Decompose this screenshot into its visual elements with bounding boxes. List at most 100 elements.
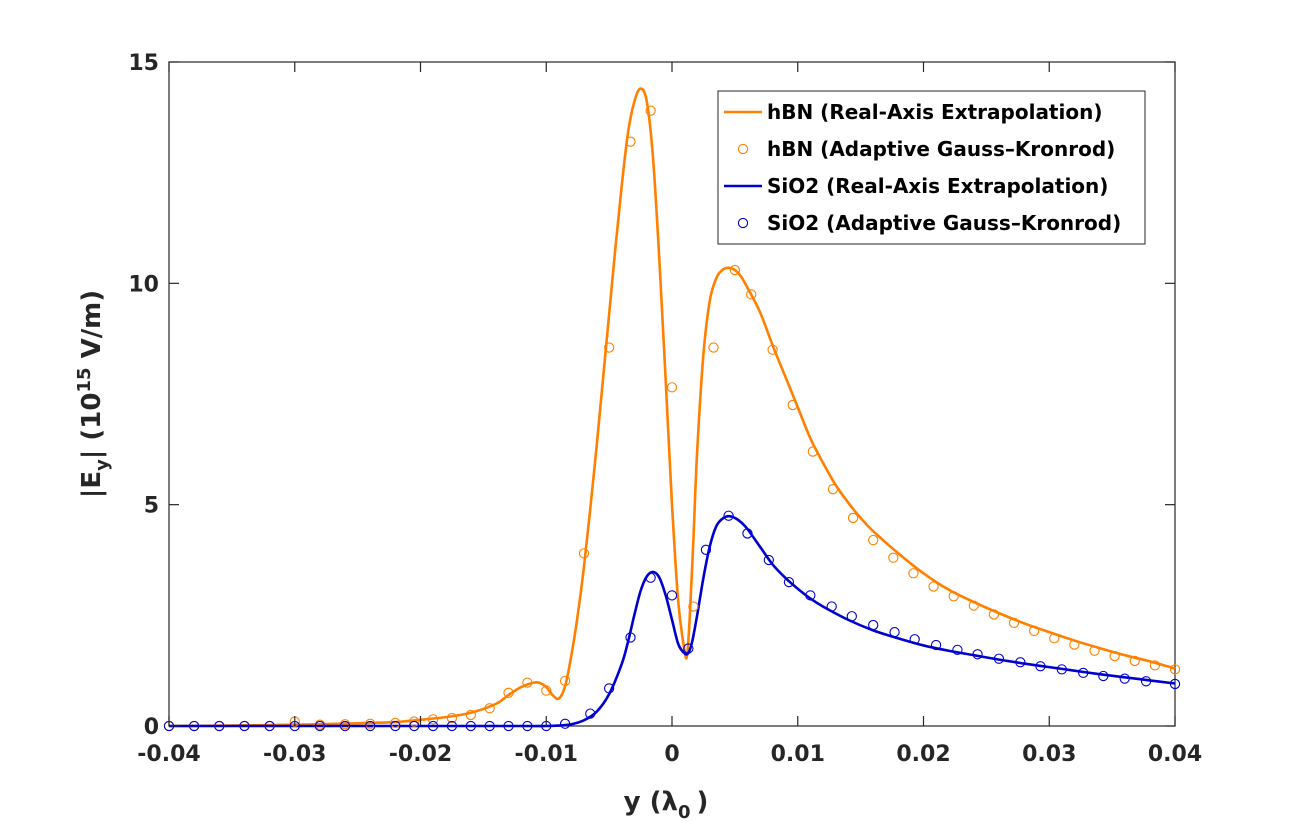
data-point: [625, 632, 636, 643]
x-tick-label: -0.02: [389, 742, 452, 767]
data-point: [868, 534, 879, 546]
data-point: [909, 634, 920, 645]
y-axis-title: |Ey| (1015 V/m): [74, 290, 113, 498]
data-point: [763, 554, 774, 566]
data-point: [1169, 678, 1181, 690]
data-point: [446, 712, 458, 724]
data-point: [666, 590, 678, 601]
data-point: [805, 590, 816, 601]
data-point: [746, 289, 757, 300]
x-tick-label: 0.04: [1148, 742, 1202, 767]
data-point: [390, 717, 401, 729]
x-tick-label: -0.04: [137, 742, 200, 767]
data-point: [522, 677, 533, 688]
data-point: [683, 643, 694, 654]
data-point: [1089, 645, 1100, 656]
data-point: [952, 644, 963, 656]
data-point: [409, 720, 420, 732]
data-point: [503, 720, 514, 732]
y-tick-label: 5: [144, 494, 159, 519]
data-point: [889, 627, 900, 638]
x-axis-title-end: ): [696, 787, 708, 817]
series-layer: [163, 87, 1181, 732]
data-point: [723, 510, 734, 521]
data-point: [783, 576, 795, 588]
data-point: [585, 708, 596, 719]
data-point: [868, 619, 879, 631]
data-point: [264, 720, 275, 732]
data-point: [1069, 639, 1080, 650]
y-axis-title-post: V/m): [77, 290, 107, 368]
x-tick-label: -0.03: [263, 742, 326, 767]
data-point: [928, 581, 939, 592]
data-point: [993, 653, 1005, 664]
data-point: [578, 548, 590, 559]
data-point: [603, 342, 615, 353]
data-point: [1169, 664, 1181, 675]
legend-label: SiO2 (Real-Axis Extrapolation): [767, 174, 1108, 198]
data-point: [1140, 676, 1152, 687]
legend-label: hBN (Adaptive Gauss–Kronrod): [767, 137, 1115, 161]
data-point: [787, 399, 798, 411]
data-point: [1035, 661, 1046, 672]
data-point: [742, 528, 753, 539]
y-tick-label: 0: [144, 715, 159, 740]
data-point: [972, 649, 983, 660]
data-point: [807, 446, 818, 457]
data-point: [390, 720, 401, 732]
x-tick-label: 0.01: [771, 742, 825, 767]
x-axis-title-main: y (λ: [624, 787, 678, 817]
data-point: [767, 344, 778, 355]
legend-item: hBN (Adaptive Gauss–Kronrod): [737, 137, 1115, 161]
legend-items: hBN (Real-Axis Extrapolation) hBN (Adapti…: [724, 100, 1121, 235]
data-point: [239, 720, 250, 732]
data-point: [826, 601, 837, 612]
legend-item: SiO2 (Adaptive Gauss–Kronrod): [737, 211, 1121, 235]
data-point: [645, 572, 656, 583]
x-tick-label: 0: [664, 742, 679, 767]
data-point: [1129, 655, 1140, 667]
legend-label: hBN (Real-Axis Extrapolation): [767, 100, 1102, 124]
data-point: [1029, 625, 1040, 636]
data-point: [1015, 657, 1026, 668]
data-point: [968, 600, 979, 611]
data-point: [847, 512, 859, 524]
data-point: [541, 685, 552, 696]
legend: hBN (Real-Axis Extrapolation) hBN (Adapti…: [717, 90, 1146, 245]
data-point: [1098, 670, 1109, 682]
data-point: [1008, 617, 1020, 629]
data-point: [666, 382, 678, 393]
data-point: [409, 716, 420, 727]
data-point: [365, 720, 376, 732]
data-point: [888, 552, 899, 563]
legend-marker-swatch: [737, 143, 749, 155]
data-point: [427, 714, 439, 725]
legend-label: SiO2 (Adaptive Gauss–Kronrod): [767, 211, 1121, 235]
x-tick-label: -0.01: [515, 742, 578, 767]
data-point: [446, 720, 458, 732]
data-point: [214, 720, 225, 732]
y-tick-label: 15: [128, 51, 159, 76]
y-axis-title-pre: |E: [77, 471, 107, 498]
data-point: [1078, 667, 1089, 679]
data-point: [1056, 664, 1067, 675]
data-point: [908, 568, 919, 579]
series-line: [168, 87, 1176, 728]
data-point: [1049, 633, 1060, 644]
data-point: [603, 683, 615, 694]
data-point: [465, 720, 476, 732]
data-point: [625, 136, 636, 147]
data-point: [688, 601, 699, 612]
data-point: [484, 703, 495, 714]
data-point: [339, 720, 351, 732]
data-point: [846, 611, 857, 622]
data-point: [700, 544, 712, 555]
data-point: [559, 675, 571, 686]
data-point: [559, 718, 571, 729]
x-axis-title-subscript: 0: [678, 802, 691, 823]
data-point: [314, 720, 326, 732]
legend-box: [717, 90, 1146, 245]
y-axis-title-superscript: 15: [74, 367, 95, 392]
data-point: [988, 609, 1000, 620]
